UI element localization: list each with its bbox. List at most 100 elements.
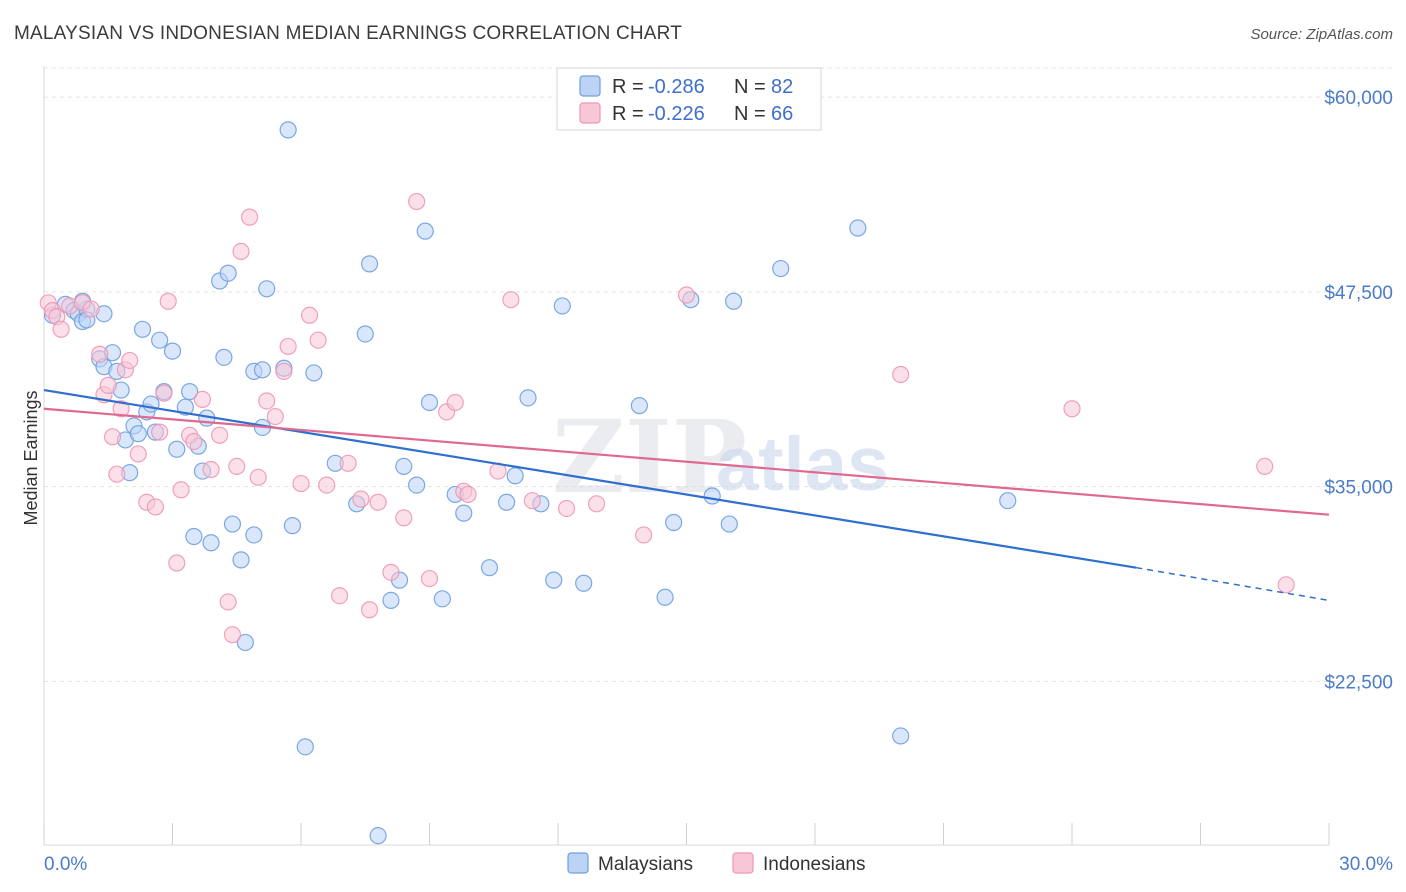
point-malaysians [356, 325, 374, 343]
point-indonesians [382, 563, 400, 581]
series-legend: Malaysians Indonesians [567, 852, 865, 875]
point-indonesians [502, 291, 520, 309]
point-indonesians [330, 587, 349, 605]
point-malaysians [185, 527, 203, 546]
series-legend-label-malaysians: Malaysians [598, 854, 693, 875]
point-malaysians [258, 280, 276, 298]
point-indonesians [1256, 457, 1274, 476]
point-indonesians [91, 345, 109, 363]
point-indonesians [300, 306, 319, 324]
point-malaysians [849, 219, 867, 237]
point-malaysians [129, 425, 147, 443]
point-malaysians [181, 383, 199, 401]
y-axis-label: Median Earnings [21, 390, 41, 525]
point-malaysians [283, 517, 302, 535]
point-indonesians [318, 476, 336, 494]
point-indonesians [82, 300, 100, 318]
point-malaysians [279, 121, 297, 139]
point-indonesians [202, 460, 220, 479]
point-malaysians [176, 398, 194, 416]
point-malaysians [151, 331, 169, 349]
stats-legend: R = -0.286 N = 82 R = -0.226 N = 66 [556, 67, 822, 131]
point-indonesians [408, 192, 426, 211]
point-malaysians [433, 590, 451, 608]
point-indonesians [103, 428, 122, 446]
point-indonesians [523, 492, 541, 510]
point-malaysians [772, 259, 790, 278]
point-indonesians [352, 490, 370, 508]
point-malaysians [416, 222, 434, 240]
trend-line-indonesians [43, 407, 1330, 516]
point-indonesians [232, 242, 250, 261]
watermark-atlas: atlas [716, 422, 889, 507]
point-malaysians [232, 551, 250, 569]
point-malaysians [420, 393, 439, 412]
point-indonesians [52, 320, 70, 338]
point-indonesians [446, 393, 464, 412]
x-tick-max: 30.0% [1339, 854, 1393, 875]
point-indonesians [249, 468, 267, 486]
point-malaysians [545, 571, 563, 589]
point-malaysians [219, 264, 237, 282]
point-malaysians [665, 513, 683, 532]
y-tick-label: $60,000 [1324, 88, 1393, 109]
point-indonesians [168, 554, 186, 572]
point-indonesians [151, 423, 169, 441]
point-malaysians [395, 457, 413, 476]
point-malaysians [892, 727, 910, 745]
point-malaysians [215, 348, 233, 366]
legend-swatch-indonesians [579, 102, 601, 124]
point-indonesians [892, 365, 910, 384]
point-malaysians [369, 827, 387, 845]
point-malaysians [480, 559, 499, 577]
point-indonesians [339, 454, 357, 472]
point-malaysians [305, 364, 323, 382]
point-malaysians [575, 574, 593, 592]
point-indonesians [121, 351, 139, 370]
point-malaysians [202, 534, 220, 552]
point-malaysians [506, 467, 524, 485]
series-legend-swatch-indonesians [732, 852, 754, 874]
point-indonesians [223, 626, 242, 644]
y-tick-label: $22,500 [1324, 672, 1393, 693]
point-malaysians [236, 633, 254, 652]
point-malaysians [656, 588, 674, 606]
point-indonesians [211, 426, 229, 444]
point-indonesians [129, 445, 147, 463]
legend-n-value-1: 82 [771, 76, 793, 98]
point-indonesians [279, 337, 297, 356]
point-indonesians [219, 593, 237, 611]
point-indonesians [395, 509, 413, 527]
point-indonesians [228, 457, 246, 476]
point-indonesians [159, 292, 177, 310]
point-malaysians [168, 440, 186, 458]
point-indonesians [193, 390, 212, 409]
point-malaysians [142, 395, 160, 413]
point-indonesians [557, 499, 576, 518]
legend-r-value-2: -0.226 [648, 103, 705, 125]
point-malaysians [725, 292, 743, 310]
x-axis [43, 66, 1330, 846]
point-malaysians [703, 487, 721, 505]
point-indonesians [275, 362, 293, 380]
point-indonesians [1063, 400, 1081, 418]
point-malaysians [630, 397, 648, 415]
series-legend-label-indonesians: Indonesians [763, 854, 865, 875]
point-indonesians [420, 569, 439, 588]
point-indonesians [172, 481, 190, 499]
point-malaysians [720, 515, 738, 533]
point-malaysians [360, 255, 379, 273]
point-indonesians [587, 495, 606, 513]
point-indonesians [112, 400, 130, 418]
y-tick-label: $47,500 [1324, 283, 1393, 304]
point-indonesians [309, 331, 327, 349]
legend-r-label-1: R = [612, 76, 644, 98]
chart-title: MALAYSIAN VS INDONESIAN MEDIAN EARNINGS … [14, 23, 682, 44]
point-malaysians [999, 492, 1017, 510]
y-tick-label: $35,000 [1324, 478, 1393, 499]
y-axis-ticks: $60,000 $47,500 $35,000 $22,500 [1324, 88, 1393, 693]
point-indonesians [108, 465, 126, 483]
legend-swatch-malaysians [579, 75, 601, 97]
trend-lines [43, 388, 1330, 602]
point-indonesians [369, 493, 387, 511]
